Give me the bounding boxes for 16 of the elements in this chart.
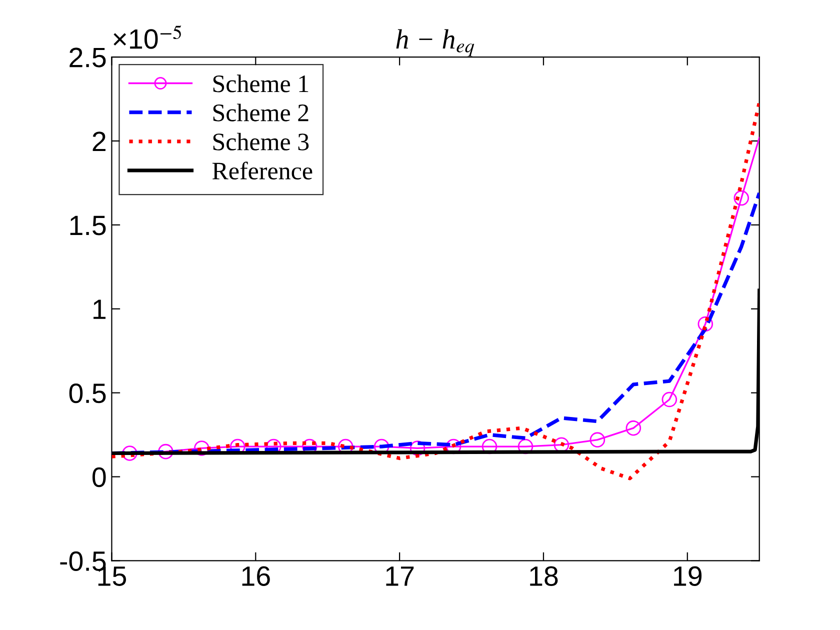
y-tick-label: 1.5 (70, 216, 106, 236)
legend-label: Scheme 3 (213, 132, 309, 150)
x-tick-label: 17 (386, 566, 414, 586)
x-tick-label: 16 (242, 566, 270, 586)
legend-label: Scheme 1 (213, 74, 308, 92)
chart-title: h − h$_{eq}$ (396, 29, 474, 56)
y-tick-label: 0 (92, 467, 106, 488)
legend-label: Scheme 2 (213, 104, 308, 122)
x-tick-label: 18 (530, 566, 558, 586)
y-tick-label: 1 (94, 300, 106, 319)
legend-label: Reference (212, 162, 312, 180)
y-tick-label: 0.5 (69, 383, 106, 404)
y-tick-label: 2.5 (70, 48, 106, 68)
text: ×10$^{−5}$ (114, 25, 182, 49)
x-tick-label: 19 (674, 566, 702, 586)
y-tick-label: 2 (92, 132, 106, 152)
